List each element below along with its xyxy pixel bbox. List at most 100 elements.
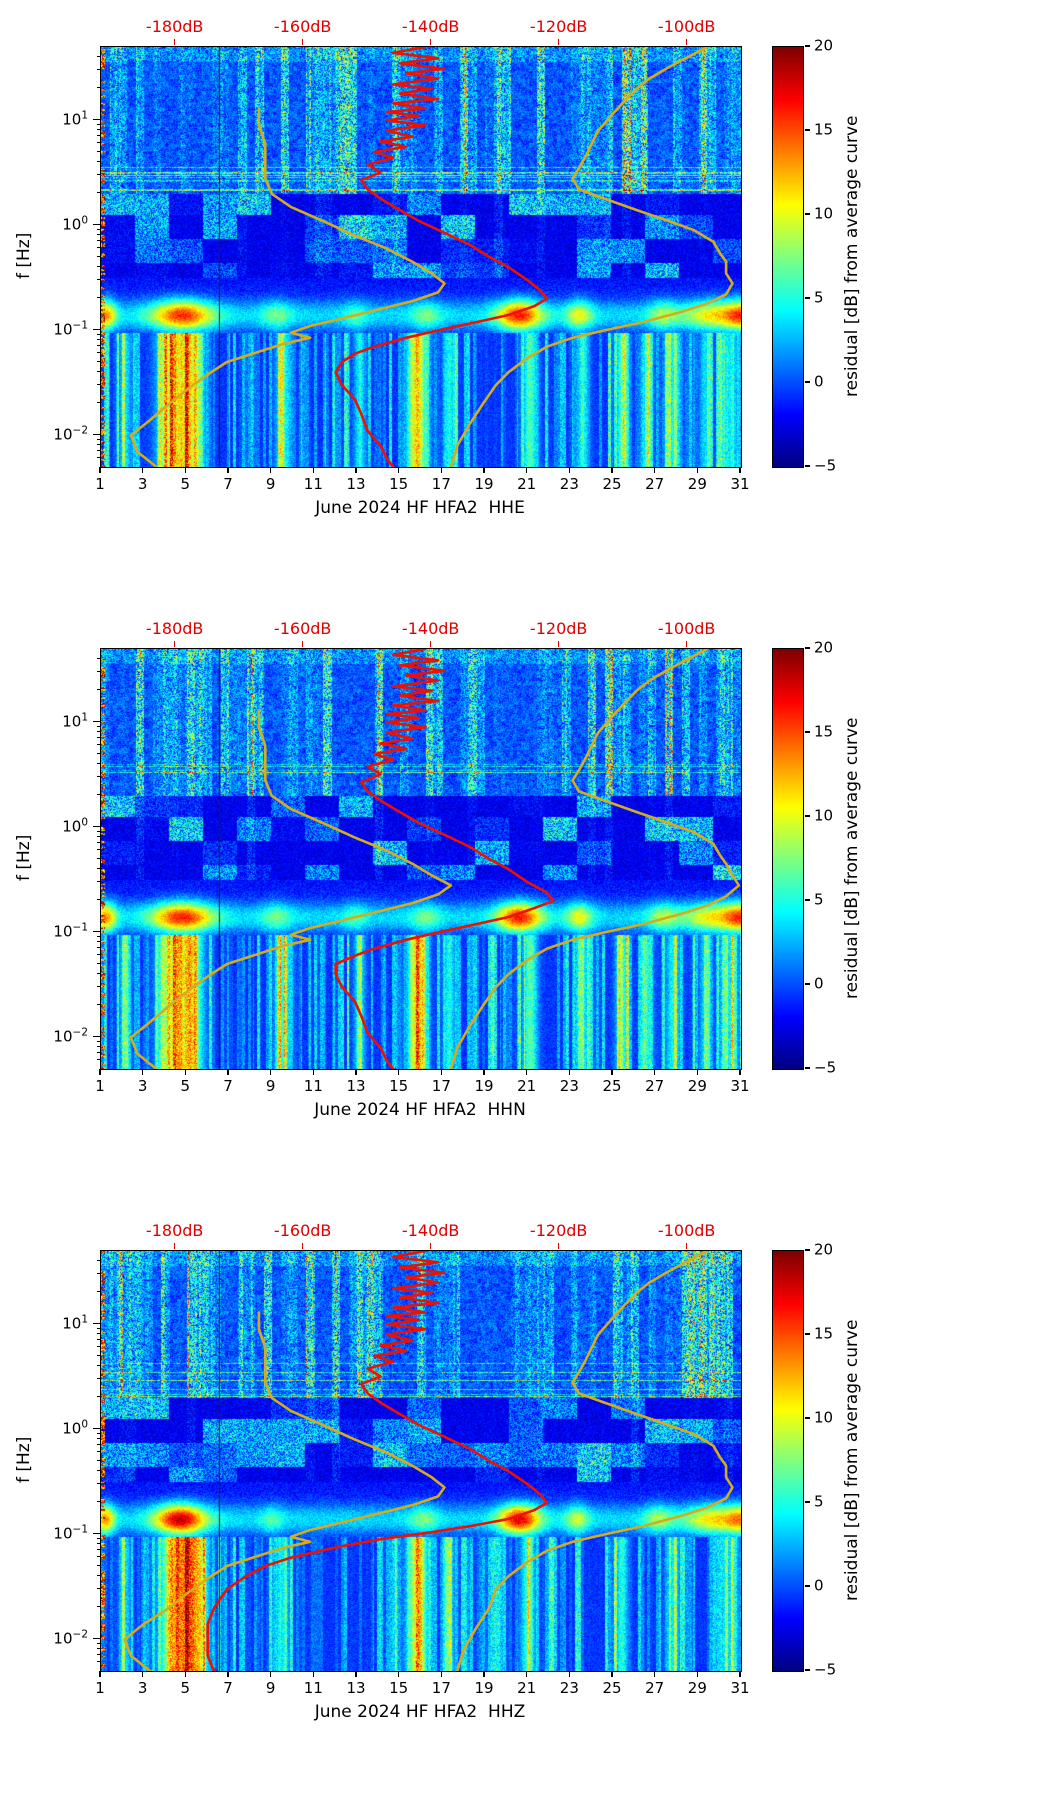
x-tick-label: 7 — [223, 1679, 233, 1697]
x-tick-label: 27 — [645, 1679, 665, 1697]
y-minor-tick-mark — [96, 1346, 100, 1348]
spectrogram-heatmap — [101, 1251, 741, 1671]
y-minor-tick-mark — [96, 1059, 100, 1061]
x-tick-mark — [227, 1671, 229, 1678]
average-psd-red-curve — [334, 47, 549, 467]
top-db-tick-label: -140dB — [401, 17, 460, 36]
x-tick-label: 11 — [303, 1077, 323, 1095]
colorbar-tick-mark — [805, 381, 811, 383]
x-tick-mark — [696, 1069, 698, 1076]
x-tick-label: 29 — [687, 1679, 707, 1697]
spectrogram-panel-hhn: f [Hz] residual [dB] from average curve … — [0, 602, 1052, 1204]
top-db-tick-mark — [685, 1242, 688, 1249]
x-tick-label: 11 — [303, 1679, 323, 1697]
y-minor-tick-mark — [96, 1327, 100, 1329]
y-minor-tick-mark — [96, 1587, 100, 1589]
x-tick-label: 29 — [687, 475, 707, 493]
top-db-tick-mark — [301, 1242, 304, 1249]
y-minor-tick-mark — [96, 1549, 100, 1551]
top-db-tick-label: -180dB — [145, 1221, 204, 1240]
x-tick-mark — [312, 1069, 314, 1076]
x-tick-mark — [99, 1671, 101, 1678]
y-tick-mark — [93, 1532, 100, 1534]
x-tick-mark — [739, 1671, 741, 1678]
panel-title: June 2024 HF HFA2 HHE — [315, 498, 525, 518]
y-minor-tick-mark — [96, 360, 100, 362]
y-minor-tick-mark — [96, 247, 100, 249]
y-minor-tick-mark — [96, 1259, 100, 1261]
colorbar-tick-label: 20 — [814, 638, 834, 657]
y-tick-label: 100 — [62, 816, 88, 836]
y-minor-tick-mark — [96, 1564, 100, 1566]
colorbar-tick-mark — [805, 1669, 811, 1671]
y-minor-tick-mark — [96, 383, 100, 385]
y-tick-label: 10−2 — [53, 424, 88, 444]
x-tick-mark — [227, 467, 229, 474]
x-tick-mark — [526, 467, 528, 474]
y-minor-tick-mark — [96, 457, 100, 459]
y-tick-mark — [93, 1427, 100, 1429]
top-db-tick-label: -160dB — [273, 17, 332, 36]
y-minor-tick-mark — [96, 842, 100, 844]
y-tick-label: 10−2 — [53, 1026, 88, 1046]
colorbar-tick-label: 5 — [814, 890, 824, 909]
x-tick-label: 19 — [474, 1679, 494, 1697]
y-tick-mark — [93, 118, 100, 120]
x-tick-mark — [270, 467, 272, 474]
colorbar-tick-label: −5 — [814, 1660, 837, 1679]
y-minor-tick-mark — [96, 55, 100, 57]
x-tick-mark — [398, 1671, 400, 1678]
top-db-tick-mark — [557, 1242, 560, 1249]
colorbar-tick-mark — [805, 899, 811, 901]
x-tick-label: 27 — [645, 1077, 665, 1095]
y-minor-tick-mark — [96, 962, 100, 964]
x-tick-mark — [568, 1069, 570, 1076]
y-tick-mark — [93, 1035, 100, 1037]
y-minor-tick-mark — [96, 657, 100, 659]
x-tick-mark — [142, 1671, 144, 1678]
top-db-tick-label: -120dB — [529, 619, 588, 638]
x-tick-label: 5 — [180, 475, 191, 493]
colorbar-tick-label: 10 — [814, 204, 834, 223]
colorbar — [772, 1250, 804, 1672]
y-minor-tick-mark — [96, 129, 100, 131]
y-minor-tick-mark — [96, 370, 100, 372]
top-db-tick-mark — [301, 38, 304, 45]
y-tick-mark — [93, 1322, 100, 1324]
x-tick-label: 13 — [346, 1077, 366, 1095]
y-minor-tick-mark — [96, 836, 100, 838]
y-minor-tick-mark — [96, 867, 100, 869]
y-minor-tick-mark — [96, 1354, 100, 1356]
y-minor-tick-mark — [96, 954, 100, 956]
y-tick-label: 100 — [62, 214, 88, 234]
x-tick-label: 13 — [346, 1679, 366, 1697]
colorbar-tick-label: 15 — [814, 1324, 834, 1343]
colorbar — [772, 46, 804, 468]
x-tick-label: 25 — [602, 1679, 622, 1697]
y-minor-tick-mark — [96, 1501, 100, 1503]
top-db-tick-label: -120dB — [529, 1221, 588, 1240]
y-minor-tick-mark — [96, 1040, 100, 1042]
psd-curves-overlay — [123, 1251, 734, 1671]
percentile-low-yellow-curve — [123, 1311, 446, 1671]
x-tick-label: 15 — [389, 1679, 409, 1697]
top-db-tick-label: -140dB — [401, 1221, 460, 1240]
x-tick-mark — [568, 467, 570, 474]
x-tick-mark — [483, 1671, 485, 1678]
y-minor-tick-mark — [96, 880, 100, 882]
x-tick-mark — [654, 1671, 656, 1678]
colorbar-tick-mark — [805, 983, 811, 985]
y-minor-tick-mark — [96, 173, 100, 175]
percentile-high-yellow-curve — [455, 1251, 734, 1671]
x-tick-mark — [355, 1671, 357, 1678]
x-tick-label: 13 — [346, 475, 366, 493]
y-axis-label: f [Hz] — [14, 232, 34, 280]
psd-curves-overlay — [129, 47, 734, 467]
panel-title: June 2024 HF HFA2 HHN — [314, 1100, 526, 1120]
top-db-tick-label: -180dB — [145, 17, 204, 36]
y-minor-tick-mark — [96, 135, 100, 137]
x-tick-mark — [355, 467, 357, 474]
colorbar-tick-mark — [805, 129, 811, 131]
x-tick-mark — [440, 1671, 442, 1678]
x-tick-label: 7 — [223, 1077, 233, 1095]
